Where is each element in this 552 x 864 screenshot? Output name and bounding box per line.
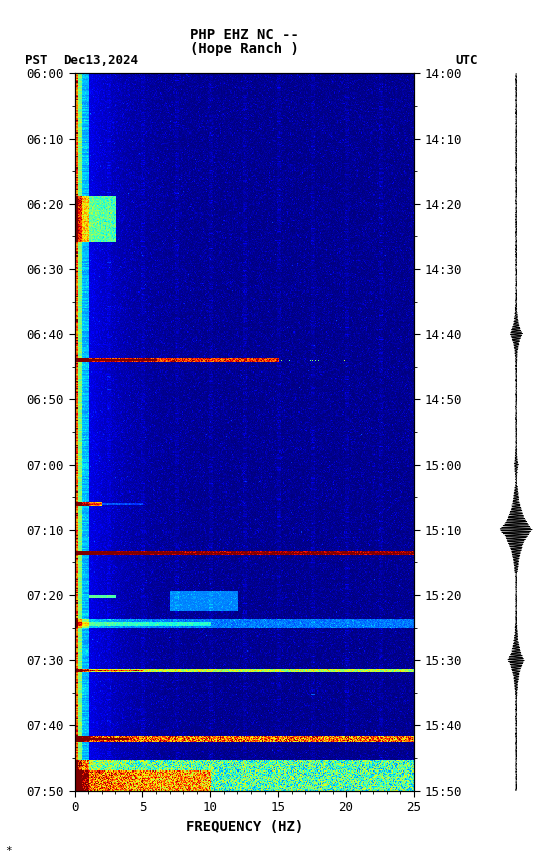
Text: UTC: UTC	[455, 54, 477, 67]
Text: (Hope Ranch ): (Hope Ranch )	[190, 42, 299, 56]
Text: *: *	[6, 846, 12, 855]
Text: Dec13,2024: Dec13,2024	[63, 54, 139, 67]
Text: PST: PST	[25, 54, 47, 67]
X-axis label: FREQUENCY (HZ): FREQUENCY (HZ)	[185, 820, 303, 834]
Text: PHP EHZ NC --: PHP EHZ NC --	[190, 28, 299, 41]
